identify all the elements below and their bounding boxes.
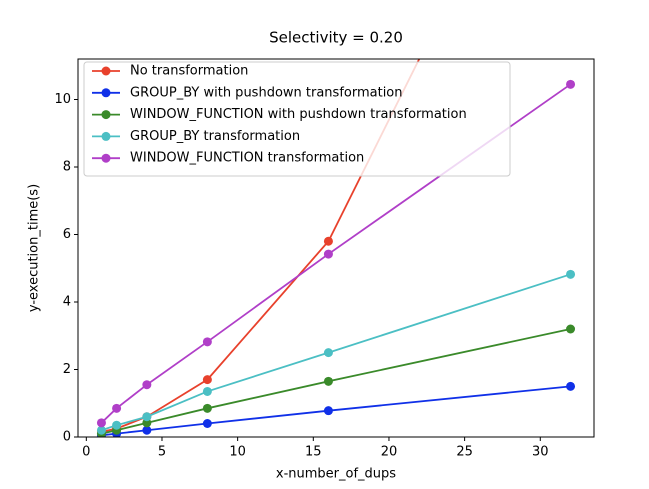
data-point <box>323 236 333 246</box>
x-tick-label: 25 <box>456 445 473 460</box>
legend-marker <box>101 66 111 76</box>
legend-label: WINDOW_FUNCTION with pushdown transforma… <box>130 107 467 122</box>
data-point <box>566 324 576 334</box>
data-point <box>323 376 333 386</box>
legend-label: No transformation <box>130 64 248 79</box>
data-point <box>142 412 152 422</box>
x-tick-label: 30 <box>532 445 549 460</box>
data-point <box>566 79 576 89</box>
y-tick-label: 10 <box>54 92 71 107</box>
y-tick-label: 4 <box>63 295 71 310</box>
y-tick-label: 6 <box>63 227 71 242</box>
x-tick-label: 15 <box>305 445 322 460</box>
data-point <box>142 380 152 390</box>
legend-label: GROUP_BY with pushdown transformation <box>130 85 403 100</box>
data-point <box>566 381 576 391</box>
data-point <box>323 406 333 416</box>
legend-marker <box>101 88 111 98</box>
data-point <box>202 419 212 428</box>
data-point <box>96 418 106 428</box>
y-tick-label: 2 <box>63 362 71 377</box>
data-point <box>323 348 333 358</box>
plot-area <box>96 59 576 437</box>
legend-box <box>83 61 511 177</box>
axes-frame <box>77 58 595 438</box>
data-point <box>202 375 212 385</box>
data-point <box>112 403 122 413</box>
data-point <box>202 386 212 396</box>
legend-marker <box>101 131 111 141</box>
y-tick-label: 0 <box>63 430 71 445</box>
legend-marker <box>101 110 111 120</box>
data-point <box>323 249 333 259</box>
data-point <box>202 403 212 413</box>
x-tick-label: 10 <box>229 445 246 460</box>
data-point <box>142 425 152 435</box>
x-tick-label: 5 <box>158 445 166 460</box>
x-tick-label: 0 <box>82 445 90 460</box>
legend-label: WINDOW_FUNCTION transformation <box>130 151 364 166</box>
y-tick-label: 8 <box>63 160 71 175</box>
data-point <box>566 269 576 279</box>
data-point <box>202 337 212 347</box>
x-tick-label: 20 <box>381 445 398 460</box>
x-axis-label: x-number_of_dups <box>276 467 396 482</box>
legend-label: GROUP_BY transformation <box>130 129 300 144</box>
legend: No transformation GROUP_BY with pushdown … <box>83 61 511 177</box>
data-point <box>112 420 122 430</box>
y-axis-label: y-execution_time(s) <box>27 184 42 312</box>
legend-marker <box>101 153 111 163</box>
chart-title: Selectivity = 0.20 <box>269 29 403 47</box>
data-point <box>96 425 106 435</box>
